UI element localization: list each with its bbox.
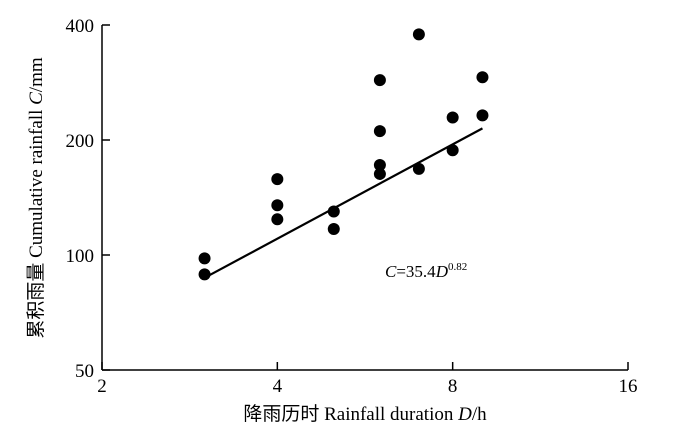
data-point	[271, 213, 284, 226]
data-point	[412, 28, 425, 41]
equation-coef: =35.4	[396, 262, 436, 281]
data-point	[373, 159, 386, 172]
y-tick-label: 100	[66, 246, 95, 267]
equation-var: D	[435, 262, 449, 281]
x-tick-label: 4	[273, 376, 283, 397]
data-point	[476, 109, 489, 122]
x-tick-label: 2	[97, 376, 107, 397]
equation-exponent: 0.82	[448, 261, 467, 273]
x-axis-title: 降雨历时 Rainfall duration D/h	[243, 403, 487, 425]
y-axis-title: 累积雨量 Cumulative rainfall C/mm	[25, 57, 47, 339]
x-axis-ticks: 2 4 8 16	[97, 362, 638, 397]
x-tick-label: 8	[448, 376, 458, 397]
y-tick-label: 200	[66, 131, 95, 152]
y-tick-label: 50	[75, 361, 94, 382]
data-point	[446, 144, 459, 157]
data-point	[446, 111, 459, 124]
fit-line	[204, 127, 483, 279]
data-point	[373, 167, 386, 180]
data-point	[373, 74, 386, 87]
data-point	[412, 162, 425, 175]
fit-line-group	[204, 127, 483, 279]
data-point	[271, 173, 284, 186]
data-point	[327, 222, 340, 235]
x-tick-label: 16	[619, 376, 638, 397]
data-point	[198, 268, 211, 281]
y-tick-label: 400	[66, 16, 95, 37]
y-axis-ticks: 50 100 200 400	[66, 16, 110, 382]
fit-equation: C=35.4D0.82	[385, 261, 467, 281]
data-point	[373, 125, 386, 138]
data-points	[198, 28, 489, 281]
data-point	[198, 252, 211, 265]
equation-lhs: C	[385, 262, 397, 281]
data-point	[271, 199, 284, 212]
axes	[101, 25, 628, 371]
data-point	[476, 71, 489, 84]
data-point	[327, 205, 340, 218]
